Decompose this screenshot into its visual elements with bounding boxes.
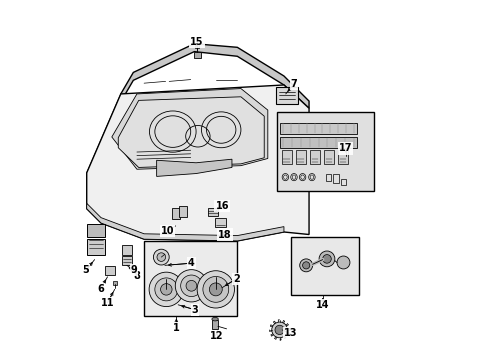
Bar bbox=[172, 208, 180, 219]
Bar bbox=[144, 241, 237, 316]
Circle shape bbox=[180, 275, 202, 297]
Bar bbox=[280, 123, 357, 134]
Text: 10: 10 bbox=[161, 226, 174, 236]
Bar bbox=[333, 174, 339, 183]
Bar bbox=[86, 224, 104, 237]
Circle shape bbox=[155, 278, 178, 301]
Text: 7: 7 bbox=[290, 79, 297, 89]
Polygon shape bbox=[86, 85, 308, 241]
Text: 12: 12 bbox=[209, 331, 223, 341]
Bar bbox=[324, 150, 334, 164]
Polygon shape bbox=[112, 89, 267, 169]
Circle shape bbox=[153, 249, 169, 265]
Text: 9: 9 bbox=[130, 265, 137, 275]
Bar bbox=[212, 320, 218, 329]
FancyBboxPatch shape bbox=[276, 87, 298, 104]
Bar bbox=[207, 208, 218, 216]
Bar bbox=[295, 150, 305, 164]
Polygon shape bbox=[86, 94, 121, 181]
Bar bbox=[340, 179, 346, 185]
Circle shape bbox=[322, 255, 330, 263]
Circle shape bbox=[302, 262, 309, 269]
Text: 15: 15 bbox=[190, 37, 203, 47]
Circle shape bbox=[319, 251, 334, 267]
Circle shape bbox=[175, 270, 207, 302]
Bar bbox=[122, 245, 132, 255]
Text: 2: 2 bbox=[233, 274, 240, 284]
Bar bbox=[105, 266, 115, 275]
Bar bbox=[276, 112, 373, 191]
Circle shape bbox=[274, 325, 284, 334]
Circle shape bbox=[271, 322, 287, 338]
Bar bbox=[195, 44, 199, 48]
Circle shape bbox=[203, 276, 228, 302]
Circle shape bbox=[160, 284, 172, 295]
Bar bbox=[179, 206, 187, 217]
Circle shape bbox=[149, 272, 183, 307]
Text: 11: 11 bbox=[101, 298, 114, 308]
Bar bbox=[281, 150, 291, 164]
Polygon shape bbox=[86, 203, 284, 241]
Bar bbox=[280, 137, 357, 148]
Circle shape bbox=[299, 259, 312, 272]
Circle shape bbox=[197, 271, 234, 308]
Text: 17: 17 bbox=[338, 143, 352, 153]
Text: 8: 8 bbox=[133, 271, 140, 281]
Text: 16: 16 bbox=[215, 201, 228, 211]
Text: 4: 4 bbox=[188, 258, 194, 268]
Bar bbox=[112, 281, 117, 285]
Bar bbox=[193, 52, 201, 58]
Text: 5: 5 bbox=[82, 265, 89, 275]
Polygon shape bbox=[118, 97, 264, 167]
Text: 6: 6 bbox=[97, 284, 103, 294]
Polygon shape bbox=[156, 159, 231, 176]
Ellipse shape bbox=[211, 318, 218, 321]
Polygon shape bbox=[121, 44, 308, 108]
Bar bbox=[290, 237, 359, 295]
Text: 1: 1 bbox=[173, 323, 180, 333]
Bar bbox=[86, 239, 104, 255]
Bar bbox=[309, 150, 320, 164]
Bar bbox=[338, 150, 348, 164]
Circle shape bbox=[336, 256, 349, 269]
Bar bbox=[325, 174, 330, 181]
Circle shape bbox=[157, 253, 165, 261]
Text: 3: 3 bbox=[191, 305, 198, 315]
Text: 18: 18 bbox=[218, 230, 231, 239]
Bar bbox=[215, 218, 225, 227]
Text: 13: 13 bbox=[283, 328, 297, 338]
Text: 14: 14 bbox=[315, 300, 329, 310]
Bar bbox=[122, 256, 132, 265]
Circle shape bbox=[209, 283, 222, 296]
Circle shape bbox=[185, 280, 196, 291]
